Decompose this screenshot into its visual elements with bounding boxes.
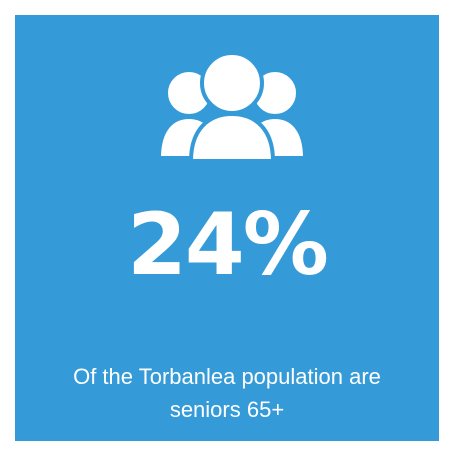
stat-description-line1: Of the Torbanlea population are	[73, 364, 381, 389]
stat-percentage: 24%	[127, 195, 329, 295]
stat-description-line2: seniors 65+	[169, 397, 285, 422]
stat-description: Of the Torbanlea population are seniors …	[0, 360, 454, 426]
users-group-icon	[157, 51, 307, 171]
